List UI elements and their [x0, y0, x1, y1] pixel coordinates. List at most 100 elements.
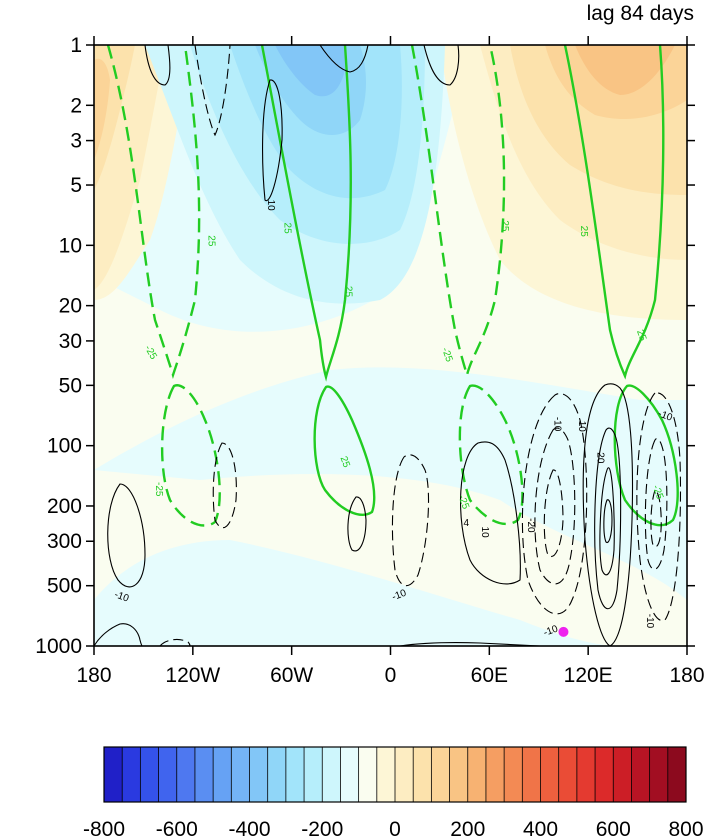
x-tick-label: 120W	[165, 664, 220, 687]
colorbar-box	[613, 747, 632, 802]
colorbar-label: -800	[83, 818, 125, 838]
field-negative-5	[275, 45, 347, 97]
contour-label: -10	[644, 614, 655, 629]
plot-area: -10 10 -10 10 4 -10 -20 -10 10 20 -10 -10 25 25 25 -25 -…	[94, 45, 687, 646]
colorbar-label: 600	[596, 818, 631, 838]
black-contour-5	[423, 45, 460, 86]
colorbar-box	[431, 747, 451, 802]
contour-label-text: 25	[206, 235, 217, 247]
colorbar-box	[467, 747, 487, 802]
contour-label-text: -10	[656, 408, 674, 423]
colorbar-box	[267, 747, 287, 802]
green-contour-solid-1	[260, 45, 352, 382]
contour-label: 25	[499, 220, 510, 232]
contour-label: -25	[439, 346, 454, 364]
colorbar-box	[576, 747, 596, 802]
contour-label-text: 25	[499, 220, 510, 232]
black-contour-2	[194, 45, 231, 137]
contour-label-text: 10	[265, 200, 276, 212]
green-contours	[106, 45, 679, 527]
black-contour-11	[521, 393, 588, 615]
contour-label: -10	[391, 588, 409, 603]
y-tick-label: 1000	[35, 635, 82, 658]
contour-label-text: 25	[342, 286, 353, 298]
contour-label-text: 20	[594, 452, 605, 464]
colorbar-box	[449, 747, 469, 802]
colorbar-label: 0	[389, 818, 401, 838]
contour-label-text: -10	[113, 589, 131, 604]
colorbar-label: 800	[668, 818, 703, 838]
contour-label-text: -10	[542, 623, 560, 638]
colorbar: -800 -600 -400 -200 0 200 400 600 800	[83, 746, 704, 838]
contour-label: -25	[650, 484, 665, 502]
contour-label: 25	[338, 455, 352, 470]
contour-label: 20	[594, 452, 605, 464]
contour-label: -20	[525, 518, 536, 533]
black-contour-18	[636, 392, 682, 622]
contour-label-text: -25	[456, 493, 471, 511]
colorbar-box	[213, 747, 232, 802]
black-contour-20	[650, 489, 662, 548]
contour-label: -10	[552, 417, 563, 432]
colorbar-box	[595, 747, 614, 802]
colorbar-box	[395, 747, 414, 802]
colorbar-box	[322, 747, 341, 802]
contour-label: -25	[456, 493, 471, 511]
colorbar-box	[504, 747, 523, 802]
colorbar-box	[158, 747, 178, 802]
colorbar-label: 200	[450, 818, 485, 838]
contour-label-text: -25	[650, 484, 665, 502]
black-contour-3	[262, 79, 283, 202]
plot-subtitle: lag 84 days	[587, 2, 694, 25]
contour-label: 25	[206, 235, 217, 247]
contour-label: 25	[342, 286, 353, 298]
contour-label: 10	[265, 200, 276, 212]
point-marker	[558, 626, 569, 637]
y-tick-label: 30	[59, 330, 82, 353]
x-tick-label: 60W	[270, 664, 313, 687]
contour-label: 25	[281, 223, 292, 235]
contour-label-text: -25	[153, 482, 164, 497]
contour-label: 25	[634, 328, 648, 343]
y-tick-label: 500	[47, 575, 82, 598]
colorbar-box	[558, 747, 578, 802]
green-contour-solid-4	[613, 384, 679, 527]
y-tick-label: 300	[47, 530, 82, 553]
green-contour-dashed-4	[458, 384, 524, 526]
black-contour-14	[582, 383, 634, 646]
contour-label-text: 4	[463, 518, 469, 529]
contour-label-text: 25	[578, 226, 589, 238]
colorbar-box	[413, 747, 432, 802]
black-contour-8	[347, 496, 367, 552]
contour-label-text: 10	[479, 527, 490, 539]
contour-label: -10	[542, 623, 560, 638]
colorbar-box	[667, 747, 687, 802]
y-tick-label: 10	[59, 234, 82, 257]
contour-labels: -10 10 -10 10 4 -10 -20 -10 10 20 -10 -10 25 25 25 -25 -…	[113, 200, 674, 639]
field-positive-3	[94, 45, 687, 195]
colorbar-label: -200	[301, 818, 343, 838]
colorbar-label: 400	[523, 818, 558, 838]
colorbar-box	[485, 747, 505, 802]
y-tick-label: 20	[59, 295, 82, 318]
black-contour-13	[543, 469, 564, 558]
colorbar-box	[358, 747, 378, 802]
colorbar-box	[249, 747, 269, 802]
green-contour-dashed-3	[160, 384, 221, 527]
black-contour-23	[399, 642, 541, 646]
y-tick-label: 2	[70, 94, 82, 117]
black-contour-7	[212, 442, 237, 529]
black-contour-15	[594, 427, 622, 610]
y-tick-label: 50	[59, 374, 82, 397]
contour-label-text: -10	[644, 614, 655, 629]
x-tick-label: 0	[385, 664, 397, 687]
y-tick-label: 1	[70, 34, 82, 57]
colorbar-box	[231, 747, 250, 802]
colorbar-box	[104, 747, 123, 802]
black-contour-19	[644, 438, 668, 570]
y-axis: 1 2 3 5 10 20 30 50 100 200 300 500 1000	[35, 34, 695, 658]
contour-label: -25	[153, 482, 164, 497]
black-contour-6	[107, 483, 146, 588]
colorbar-box	[522, 747, 541, 802]
contour-label-text: 25	[281, 223, 292, 235]
